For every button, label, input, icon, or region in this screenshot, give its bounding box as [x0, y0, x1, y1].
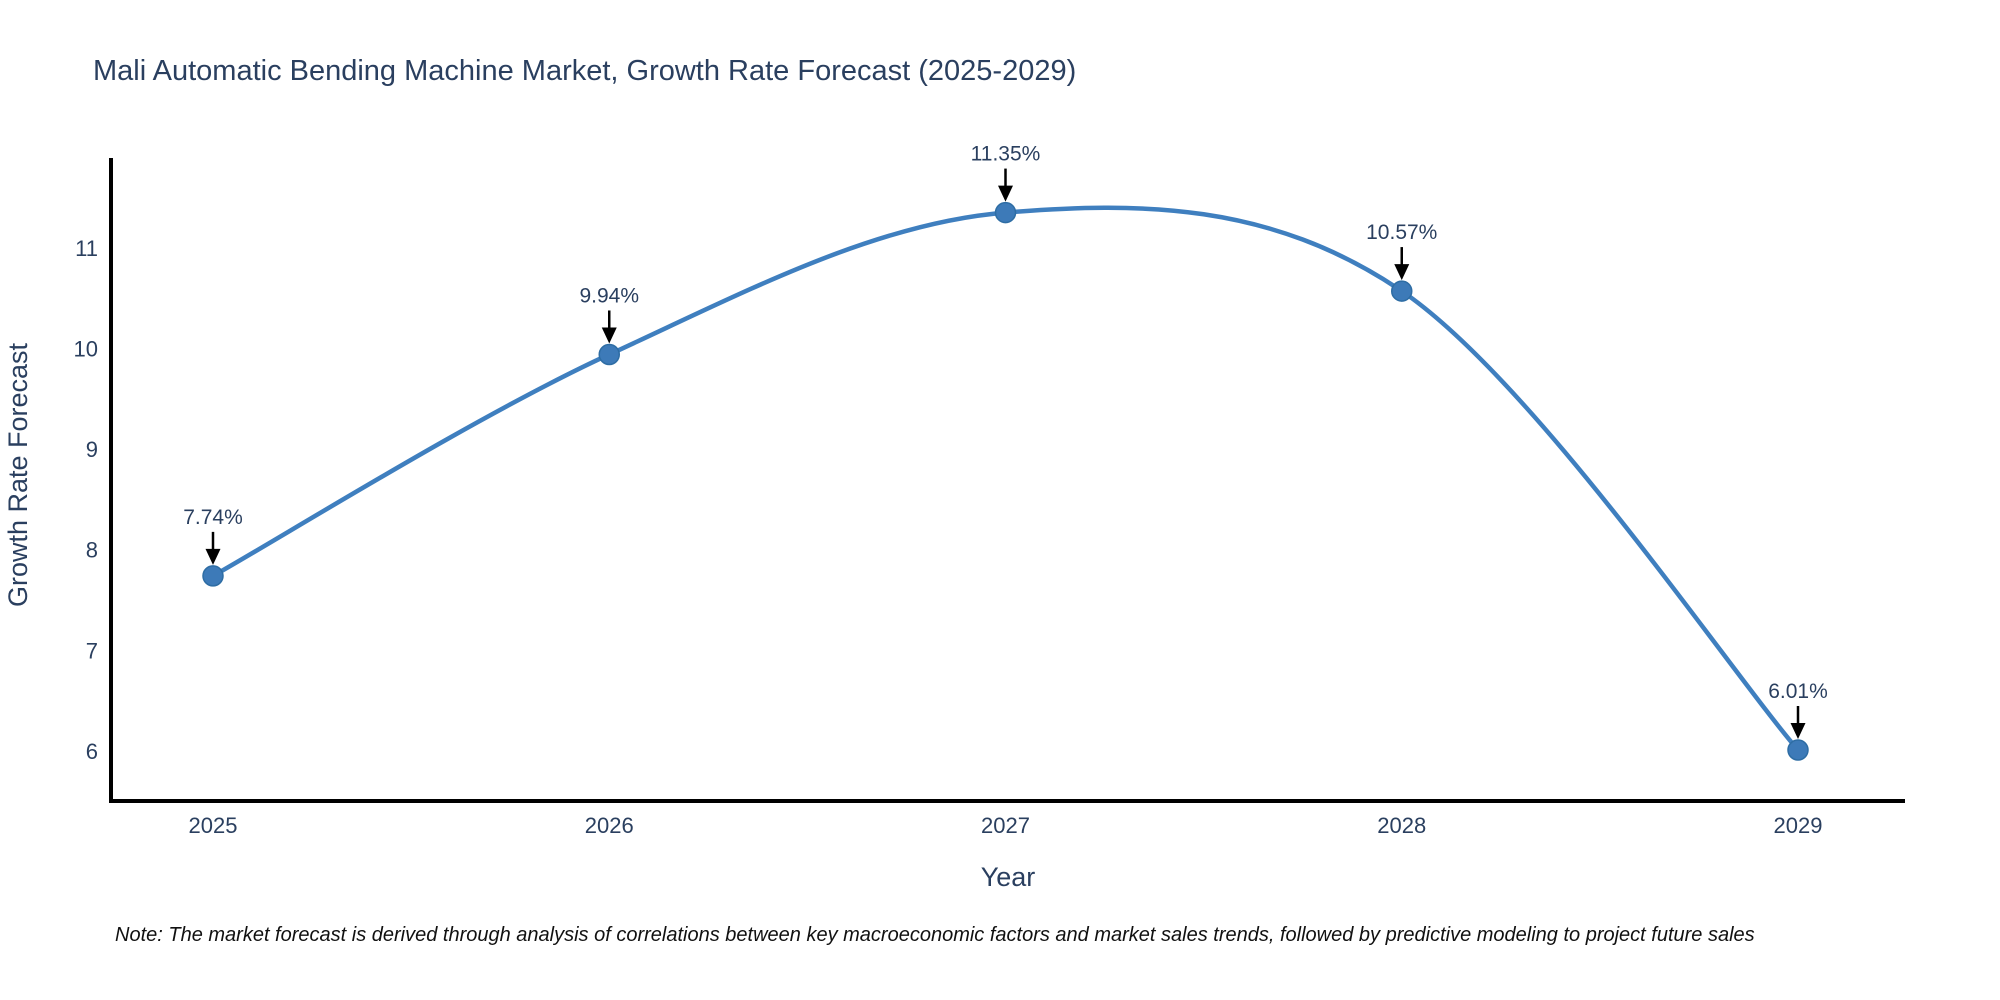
data-point-2025[interactable]: [202, 565, 224, 587]
y-axis-title: Growth Rate Forecast: [3, 342, 33, 607]
data-point-2026[interactable]: [598, 343, 620, 366]
y-tick-label: 9: [86, 437, 98, 462]
x-tick-label: 2026: [585, 813, 634, 838]
y-tick-label: 10: [74, 336, 98, 361]
forecast-line: [210, 205, 1801, 753]
y-tick-label: 11: [75, 236, 98, 261]
annotation-label: 11.35%: [971, 143, 1041, 166]
x-axis-title: Year: [981, 862, 1036, 892]
data-point-2028[interactable]: [1391, 280, 1413, 302]
annotation-arrowhead: [1790, 722, 1806, 739]
annotation-label: 7.74%: [183, 506, 243, 529]
y-tick-label: 8: [86, 538, 98, 563]
chart-title: Mali Automatic Bending Machine Market, G…: [93, 55, 1076, 87]
annotation-arrowhead: [998, 185, 1013, 202]
plot-area: 6 7 8 9 10 11 2025 2026 2027 2028 2029 7.74% 9.94% 11…: [74, 143, 1905, 838]
annotation-arrowhead: [205, 548, 221, 565]
annotation-arrowhead: [601, 327, 617, 344]
y-tick-label: 6: [86, 739, 98, 764]
annotation-label: 9.94%: [579, 284, 639, 307]
y-tick-label: 7: [86, 638, 98, 663]
x-tick-label: 2029: [1774, 813, 1823, 838]
data-point-2029[interactable]: [1787, 739, 1809, 761]
annotation-label: 6.01%: [1768, 680, 1828, 703]
annotation-arrowhead: [1394, 264, 1410, 281]
data-point-2027[interactable]: [994, 201, 1017, 224]
x-tick-label: 2025: [189, 813, 238, 838]
x-tick-label: 2028: [1377, 813, 1426, 838]
footnote: Note: The market forecast is derived thr…: [115, 924, 1755, 946]
annotation-label: 10.57%: [1366, 221, 1437, 244]
x-tick-label: 2027: [981, 813, 1030, 838]
